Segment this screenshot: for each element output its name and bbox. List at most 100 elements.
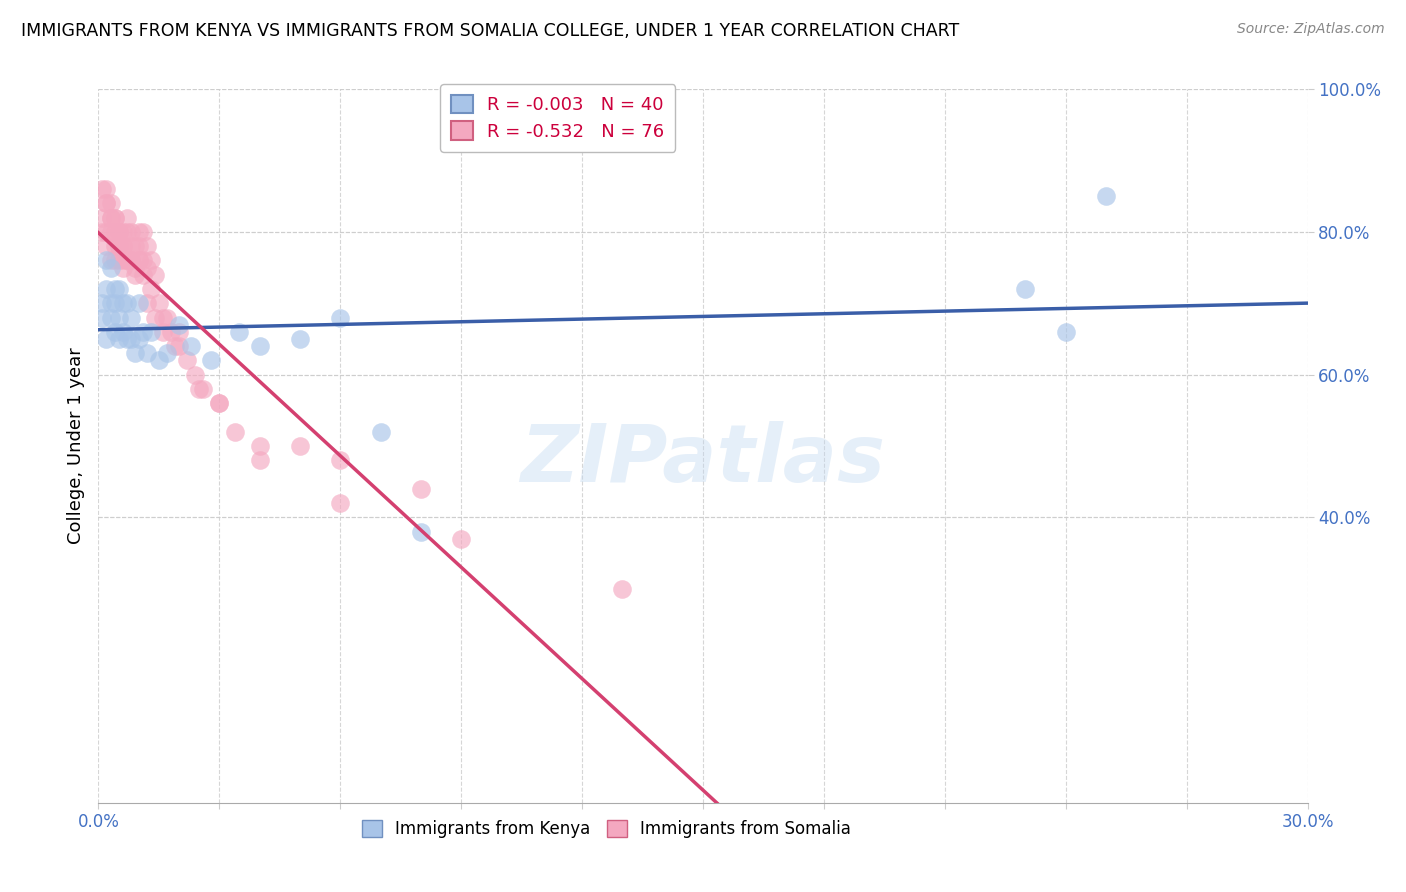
Point (107, 332, 129, 346)
Point (107, 310, 129, 325)
Point (107, 239, 129, 253)
Point (1014, 282, 1036, 296)
Point (152, 310, 174, 325)
Point (193, 382, 215, 396)
Point (143, 268, 166, 282)
Point (91, 182, 114, 196)
Point (128, 239, 150, 253)
Point (107, 225, 129, 239)
Point (111, 260, 134, 275)
Point (96, 196, 118, 211)
Point (120, 310, 142, 325)
Point (124, 260, 146, 275)
Point (107, 239, 129, 253)
Point (103, 239, 125, 253)
Point (249, 339, 271, 353)
Point (180, 339, 202, 353)
Point (176, 353, 198, 368)
Point (132, 268, 155, 282)
Point (450, 532, 472, 546)
Text: Source: ZipAtlas.com: Source: ZipAtlas.com (1237, 22, 1385, 37)
Point (124, 239, 146, 253)
Point (249, 453, 271, 467)
Point (100, 310, 122, 325)
Point (132, 253, 155, 268)
Point (135, 239, 157, 253)
Point (96, 332, 118, 346)
Legend: Immigrants from Kenya, Immigrants from Somalia: Immigrants from Kenya, Immigrants from S… (354, 813, 858, 845)
Point (120, 225, 142, 239)
Point (111, 225, 134, 239)
Point (132, 225, 155, 239)
Point (224, 425, 246, 439)
Point (228, 325, 250, 339)
Point (115, 211, 138, 225)
Point (135, 296, 157, 310)
Point (156, 310, 179, 325)
Point (208, 396, 231, 410)
Point (96, 239, 118, 253)
Point (152, 325, 174, 339)
Point (163, 339, 186, 353)
Point (128, 253, 150, 268)
Point (96, 282, 118, 296)
Point (111, 253, 134, 268)
Point (1054, 325, 1077, 339)
Point (124, 268, 146, 282)
Point (208, 396, 231, 410)
Point (103, 282, 125, 296)
Point (107, 225, 129, 239)
Point (111, 325, 134, 339)
Point (1095, 189, 1118, 203)
Point (91, 296, 114, 310)
Point (139, 282, 162, 296)
Point (103, 211, 125, 225)
Point (120, 332, 142, 346)
Point (107, 253, 129, 268)
Point (167, 318, 190, 332)
Point (91, 211, 114, 225)
Point (100, 296, 122, 310)
Point (135, 346, 157, 360)
Point (184, 368, 207, 382)
Point (409, 482, 432, 496)
Point (103, 325, 125, 339)
Point (120, 239, 142, 253)
Point (100, 260, 122, 275)
Point (409, 524, 432, 539)
Point (329, 453, 352, 467)
Point (156, 346, 179, 360)
Point (148, 353, 170, 368)
Point (200, 353, 222, 368)
Point (103, 211, 125, 225)
Point (128, 225, 150, 239)
Point (100, 211, 122, 225)
Point (288, 439, 311, 453)
Point (188, 382, 211, 396)
Point (100, 211, 122, 225)
Point (111, 296, 134, 310)
Point (167, 339, 190, 353)
Point (103, 225, 125, 239)
Point (100, 196, 122, 211)
Point (100, 225, 122, 239)
Point (96, 182, 118, 196)
Point (167, 325, 190, 339)
Point (96, 225, 118, 239)
Point (115, 296, 138, 310)
Text: ZIPatlas: ZIPatlas (520, 421, 886, 500)
Point (249, 439, 271, 453)
Point (139, 325, 162, 339)
Point (91, 310, 114, 325)
Point (139, 253, 162, 268)
Point (96, 253, 118, 268)
Point (120, 253, 142, 268)
Point (115, 332, 138, 346)
Point (128, 332, 150, 346)
Point (135, 260, 157, 275)
Point (288, 332, 311, 346)
Point (124, 346, 146, 360)
Point (111, 239, 134, 253)
Text: IMMIGRANTS FROM KENYA VS IMMIGRANTS FROM SOMALIA COLLEGE, UNDER 1 YEAR CORRELATI: IMMIGRANTS FROM KENYA VS IMMIGRANTS FROM… (21, 22, 959, 40)
Point (370, 425, 392, 439)
